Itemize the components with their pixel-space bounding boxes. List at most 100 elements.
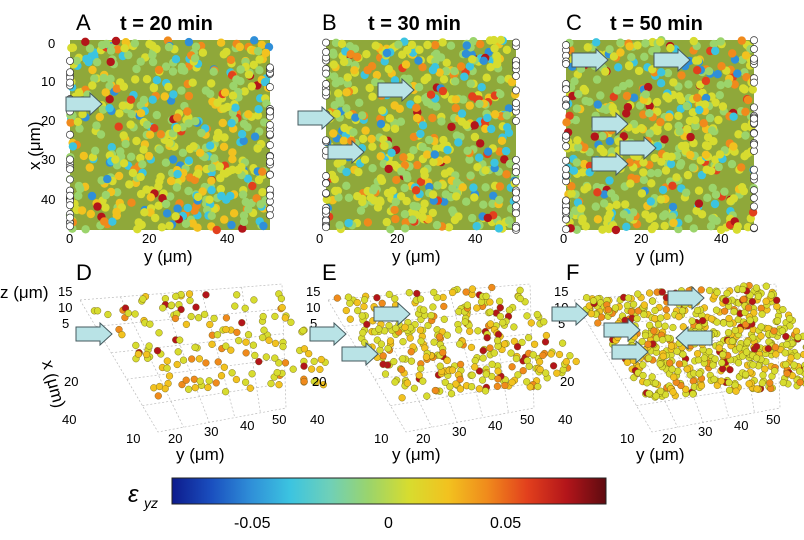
bead	[476, 40, 485, 49]
bead	[741, 51, 751, 60]
cluster-bead	[496, 304, 504, 312]
bead	[132, 136, 141, 146]
bead	[420, 199, 429, 208]
cluster-bead	[466, 327, 474, 335]
bead	[161, 158, 171, 167]
cluster-bead	[623, 358, 632, 367]
cluster-bead	[271, 354, 279, 362]
cluster-bead	[688, 317, 696, 325]
edge-bead	[266, 63, 274, 72]
cluster-bead	[244, 331, 253, 339]
cluster-bead	[713, 318, 721, 326]
bead	[720, 187, 729, 196]
cluster-bead	[310, 377, 318, 386]
bead	[412, 202, 421, 211]
bead	[402, 196, 411, 206]
cluster-bead	[725, 378, 733, 387]
bead	[577, 204, 586, 213]
cluster-bead	[390, 358, 398, 366]
cluster-bead	[627, 308, 635, 316]
edge-bead	[562, 101, 570, 110]
bead	[452, 131, 462, 140]
y-tick-c-20: 20	[634, 231, 648, 246]
cluster-bead	[505, 306, 514, 314]
bead	[490, 158, 499, 167]
cluster-bead	[712, 306, 721, 314]
bead	[126, 120, 135, 129]
bead	[713, 70, 722, 79]
cluster-bead	[358, 312, 366, 320]
edge-bead	[66, 56, 74, 65]
edge-bead	[562, 60, 570, 68]
cluster-bead	[741, 370, 750, 379]
bead	[572, 158, 581, 167]
bead	[255, 55, 264, 64]
edge-bead	[512, 223, 520, 232]
bead	[165, 138, 174, 148]
y-axis-label-top: y (μm)	[392, 247, 441, 266]
bead	[171, 212, 180, 221]
bead	[368, 92, 377, 101]
bead	[120, 44, 129, 53]
bead	[619, 132, 628, 141]
cluster-bead	[233, 291, 241, 299]
cluster-bead	[436, 362, 444, 370]
bead	[693, 93, 702, 103]
cluster-bead	[719, 351, 727, 359]
edge-bead	[66, 191, 74, 200]
bead	[482, 73, 491, 82]
cluster-bead	[246, 384, 254, 392]
cluster-bead	[461, 318, 469, 326]
cluster-bead	[143, 350, 151, 359]
bead	[716, 225, 726, 235]
bead	[254, 105, 263, 114]
cluster-bead	[407, 348, 415, 356]
bead	[429, 157, 438, 167]
cluster-bead	[455, 326, 463, 334]
bead	[172, 124, 182, 133]
bead	[142, 120, 152, 129]
cluster-bead	[182, 376, 190, 384]
cluster-bead	[731, 326, 739, 335]
cluster-bead	[171, 314, 180, 323]
bead	[737, 163, 746, 172]
bead	[66, 118, 75, 127]
edge-bead	[512, 72, 520, 80]
bead	[645, 129, 654, 138]
bead	[730, 80, 739, 89]
cluster-bead	[192, 303, 200, 311]
bead	[78, 110, 87, 119]
bead	[639, 158, 648, 167]
bead	[691, 115, 700, 125]
cluster-bead	[118, 331, 126, 339]
cluster-bead	[381, 370, 390, 378]
cluster-bead	[468, 285, 477, 293]
bead-field-b	[321, 35, 520, 234]
bead	[253, 111, 263, 120]
bead	[385, 114, 395, 123]
cluster-bead	[242, 378, 250, 386]
cluster-bead	[645, 354, 653, 362]
edge-bead	[512, 86, 520, 95]
cluster-bead	[259, 334, 267, 342]
edge-bead	[750, 194, 758, 202]
bead	[184, 37, 194, 47]
cluster-bead	[399, 338, 407, 346]
bead	[191, 42, 201, 51]
bead	[349, 128, 358, 137]
cluster-bead	[683, 365, 691, 373]
cluster-bead	[723, 289, 731, 298]
cluster-bead	[446, 383, 454, 391]
cluster-bead	[359, 329, 367, 337]
cluster-bead	[507, 349, 515, 357]
bead	[652, 97, 662, 107]
cluster-bead	[533, 310, 541, 319]
bead	[454, 138, 463, 147]
bead	[333, 159, 342, 168]
bead	[656, 117, 665, 127]
bead	[155, 145, 164, 154]
bead	[567, 189, 576, 198]
y-axis-label-c: y (μm)	[636, 247, 685, 266]
bead	[465, 62, 475, 71]
edge-bead	[750, 54, 758, 63]
